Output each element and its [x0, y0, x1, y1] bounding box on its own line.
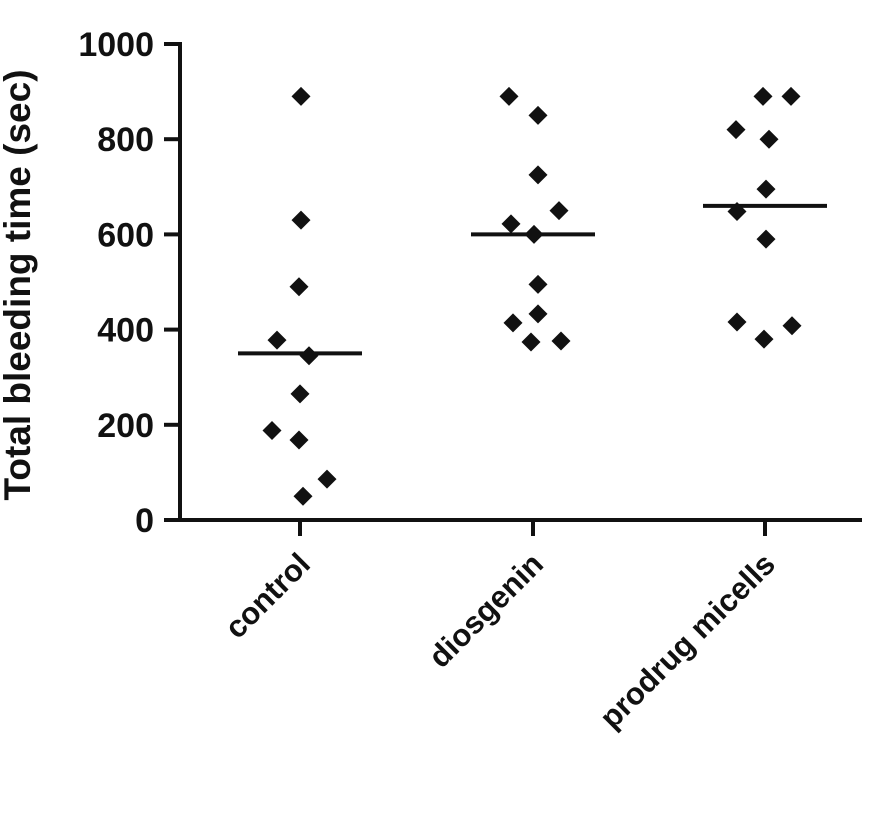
y-tick-label: 200: [97, 407, 154, 445]
data-point: [726, 120, 746, 140]
data-point: [291, 210, 311, 230]
data-point: [262, 421, 282, 441]
data-point: [551, 331, 571, 351]
data-point: [756, 179, 776, 199]
data-point: [521, 332, 541, 352]
data-point: [528, 105, 548, 125]
y-axis-title: Total bleeding time (sec): [0, 69, 38, 500]
data-point: [753, 86, 773, 106]
data-point: [290, 384, 310, 404]
x-category-label: prodrug micells: [593, 546, 782, 735]
y-tick-label: 800: [97, 121, 154, 159]
data-point: [289, 277, 309, 297]
y-tick-label: 600: [97, 216, 154, 254]
x-category-label: diosgenin: [422, 546, 550, 674]
data-point: [291, 86, 311, 106]
data-point: [528, 304, 548, 324]
data-point: [781, 86, 801, 106]
data-point: [267, 330, 287, 350]
data-points: [238, 86, 827, 506]
data-point: [289, 430, 309, 450]
category-labels: control diosgenin prodrug micells: [218, 546, 782, 735]
y-tick-label: 1000: [78, 26, 154, 64]
data-point: [499, 86, 519, 106]
data-point: [501, 214, 521, 234]
data-point: [299, 346, 319, 366]
data-point: [524, 224, 544, 244]
data-point: [756, 229, 776, 249]
data-point: [528, 274, 548, 294]
data-point: [503, 313, 523, 333]
data-point: [293, 486, 313, 506]
data-point: [782, 316, 802, 336]
y-tick-label: 0: [135, 502, 154, 540]
data-point: [528, 165, 548, 185]
data-point: [549, 201, 569, 221]
y-tick-label: 400: [97, 312, 154, 350]
data-point: [727, 202, 747, 222]
x-category-label: control: [218, 546, 317, 645]
axes: 0 200 400 600 800 1000: [78, 26, 862, 540]
data-point: [317, 469, 337, 489]
data-point: [727, 312, 747, 332]
data-point: [754, 329, 774, 349]
data-point: [759, 129, 779, 149]
